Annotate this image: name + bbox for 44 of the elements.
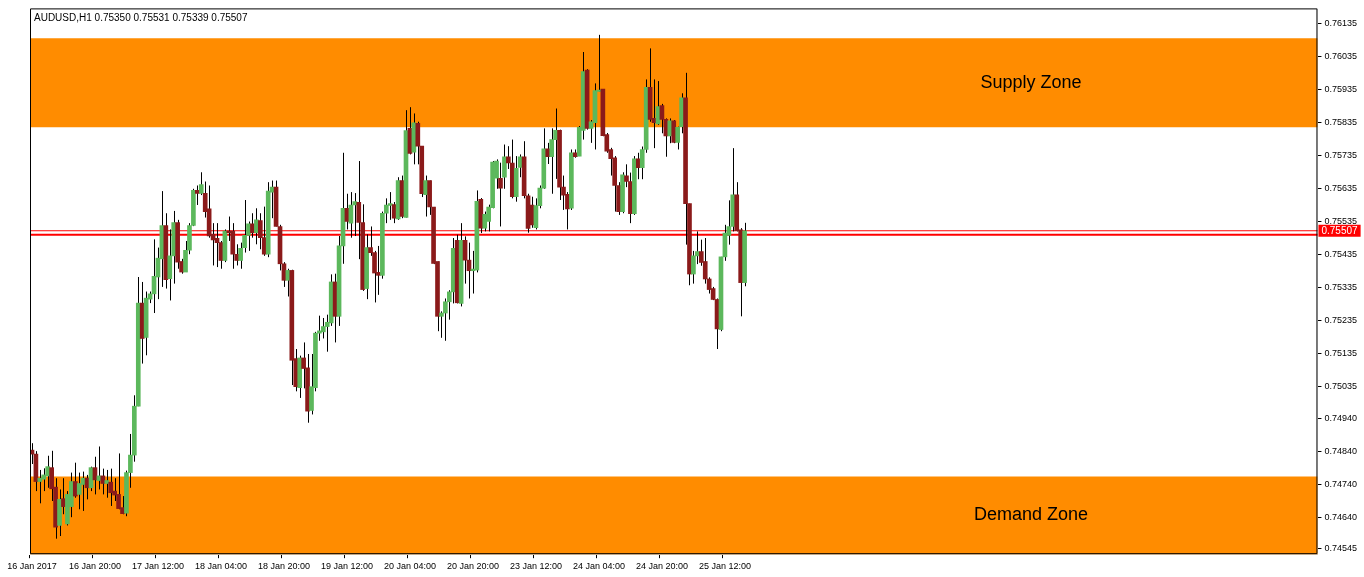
x-tick-label: 20 Jan 04:00 <box>383 561 436 572</box>
x-tick-label: 20 Jan 20:00 <box>446 561 499 572</box>
candlestick <box>545 142 551 165</box>
candlestick <box>387 191 393 221</box>
x-tick-label: 18 Jan 04:00 <box>194 561 247 572</box>
ref-line-label: 0.75507 <box>1321 224 1359 236</box>
y-tick-label: 0.75635 <box>1324 182 1358 193</box>
x-tick-label: 16 Jan 20:00 <box>68 561 121 572</box>
chart-title: AUDUSD,H1 0.75350 0.75531 0.75339 0.75507 <box>34 12 248 24</box>
candlestick <box>76 472 82 510</box>
candlestick <box>352 192 358 237</box>
y-tick-label: 0.75235 <box>1324 315 1358 326</box>
band-label: Supply Zone <box>980 71 1082 92</box>
candlestick <box>482 211 488 232</box>
y-tick-label: 0.76135 <box>1324 17 1358 28</box>
y-tick-label: 0.74640 <box>1324 511 1358 522</box>
x-tick-label: 17 Jan 12:00 <box>131 561 184 572</box>
y-tick-label: 0.74840 <box>1324 445 1358 456</box>
x-tick-label: 18 Jan 20:00 <box>257 561 310 572</box>
x-tick-label: 23 Jan 12:00 <box>509 561 562 572</box>
y-tick-label: 0.74740 <box>1324 478 1358 489</box>
y-tick-label: 0.75435 <box>1324 249 1358 260</box>
y-tick-label: 0.75935 <box>1324 83 1358 94</box>
x-tick-label: 24 Jan 20:00 <box>635 561 688 572</box>
y-tick-label: 0.75135 <box>1324 348 1358 359</box>
y-tick-label: 0.75735 <box>1324 149 1358 160</box>
x-tick-label: 16 Jan 2017 <box>7 561 57 572</box>
candlestick <box>116 452 121 510</box>
x-tick-label: 24 Jan 04:00 <box>572 561 625 572</box>
y-tick-label: 0.74940 <box>1324 412 1358 423</box>
y-tick-label: 0.75035 <box>1324 381 1358 392</box>
candlestick <box>261 206 267 257</box>
candlestick <box>104 469 110 499</box>
candlestick <box>549 127 555 195</box>
band-label: Demand Zone <box>974 504 1089 525</box>
x-tick-label: 19 Jan 12:00 <box>320 561 373 572</box>
y-tick-label: 0.75535 <box>1324 215 1358 226</box>
x-tick-label: 25 Jan 12:00 <box>698 561 751 572</box>
y-tick-label: 0.76035 <box>1324 50 1358 61</box>
y-tick-label: 0.74545 <box>1324 543 1358 554</box>
y-tick-label: 0.75835 <box>1324 116 1358 127</box>
candlestick <box>195 184 200 206</box>
candlestick <box>108 468 114 507</box>
y-tick-label: 0.75335 <box>1324 282 1358 293</box>
